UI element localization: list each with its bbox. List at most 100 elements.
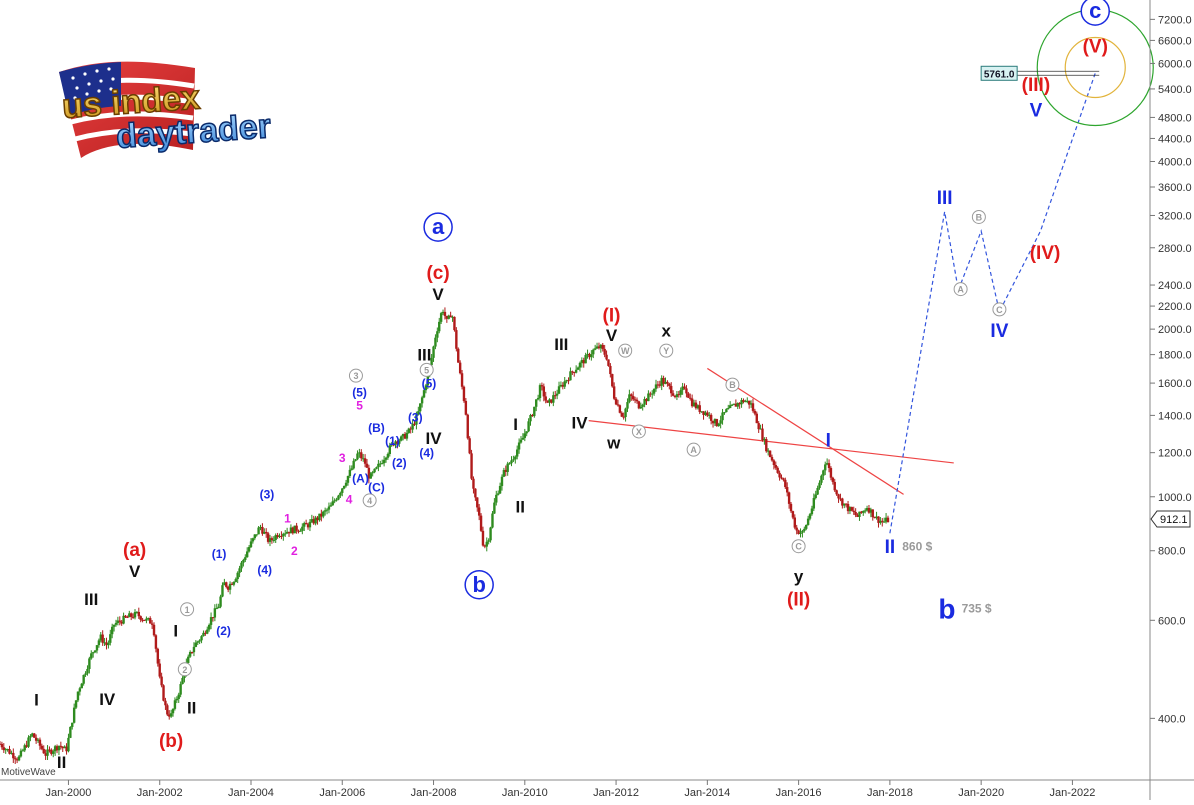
candle-body <box>400 436 403 441</box>
candle-body <box>768 450 772 458</box>
candle-body <box>683 386 686 389</box>
candle-body <box>133 611 137 618</box>
candle-body <box>746 400 749 402</box>
wave-label: x <box>662 321 672 340</box>
candle-body <box>797 530 800 535</box>
candle-body <box>472 478 475 489</box>
candle-body <box>540 385 544 387</box>
candle-body <box>451 316 454 318</box>
circled-wave-marker <box>953 282 968 297</box>
x-tick-label: Jan-2020 <box>958 787 1004 799</box>
candle-body <box>687 393 690 398</box>
candle-body <box>398 440 401 444</box>
candle-body <box>156 648 160 664</box>
candle-body <box>380 463 384 465</box>
candle-body <box>647 393 650 402</box>
candle-body <box>770 457 774 461</box>
candle-body <box>765 439 768 452</box>
candle-body <box>234 579 237 582</box>
candle-body <box>595 346 599 349</box>
candle-body <box>202 632 205 637</box>
wave-label: (A) <box>352 471 369 485</box>
candle-body <box>42 748 45 754</box>
candle-body <box>55 746 59 751</box>
candle-body <box>862 511 865 513</box>
candle-body <box>805 524 808 529</box>
candle-body <box>344 482 348 486</box>
candle-body <box>346 476 350 483</box>
candle-body <box>257 527 260 535</box>
us-index-daytrader-logo: us index daytrader <box>59 61 273 159</box>
candle-body <box>820 475 823 483</box>
candle-body <box>650 393 654 395</box>
candle-body <box>130 613 133 617</box>
candle-body <box>293 525 296 534</box>
candle-body <box>266 533 270 542</box>
candle-body <box>53 746 57 752</box>
candle-body <box>495 494 498 503</box>
candle-body <box>510 460 513 464</box>
candle-body <box>304 523 308 525</box>
candle-body <box>103 642 106 644</box>
candle-body <box>597 346 601 349</box>
candle-body <box>519 439 523 443</box>
candle-body <box>78 688 82 692</box>
candle-body <box>34 737 38 741</box>
candle-body <box>95 645 99 651</box>
candle-body <box>734 403 738 407</box>
candle-body <box>491 513 494 528</box>
x-tick-label: Jan-2006 <box>319 787 365 799</box>
candle-body <box>147 618 150 620</box>
candle-body <box>476 497 479 508</box>
candle-body <box>219 596 222 607</box>
candlesticks <box>0 307 890 764</box>
candle-body <box>29 736 32 738</box>
candle-body <box>793 517 797 528</box>
wave-label: b <box>938 593 955 624</box>
candle-body <box>795 527 798 531</box>
candle-body <box>228 583 232 590</box>
candle-body <box>749 403 753 405</box>
candle-body <box>107 642 110 646</box>
candle-body <box>588 353 591 358</box>
candle-body <box>244 557 247 560</box>
candle-body <box>658 384 662 386</box>
candle-body <box>508 463 511 465</box>
candle-body <box>533 406 536 417</box>
candle-body <box>786 487 789 493</box>
candle-body <box>141 619 144 621</box>
candle-body <box>405 432 409 439</box>
candle-body <box>555 393 559 396</box>
candle-body <box>93 650 97 653</box>
candle-body <box>614 398 618 405</box>
candle-body <box>282 533 285 537</box>
wave-label: 735 $ <box>962 602 992 616</box>
candle-body <box>875 516 878 519</box>
candle-body <box>358 452 361 454</box>
candle-body <box>835 490 838 495</box>
candle-body <box>401 434 405 437</box>
candle-body <box>188 651 192 657</box>
price-box-value: 5761.0 <box>984 69 1015 80</box>
candle-body <box>692 402 696 407</box>
candle-body <box>464 400 468 415</box>
candle-body <box>373 468 376 473</box>
wave-label: IV <box>990 321 1008 342</box>
candle-body <box>668 383 671 386</box>
candle-body <box>791 511 795 518</box>
candle-body <box>122 615 125 624</box>
candle-body <box>236 572 239 580</box>
wave-label: (B) <box>368 421 385 435</box>
candle-body <box>27 737 30 747</box>
candle-body <box>285 531 289 534</box>
candle-body <box>578 362 582 368</box>
circled-wave-marker <box>348 368 363 383</box>
candle-body <box>272 539 276 541</box>
candle-body <box>245 551 249 558</box>
y-tick-label: 400.0 <box>1158 713 1186 725</box>
candle-body <box>620 412 623 417</box>
candle-body <box>213 608 217 618</box>
